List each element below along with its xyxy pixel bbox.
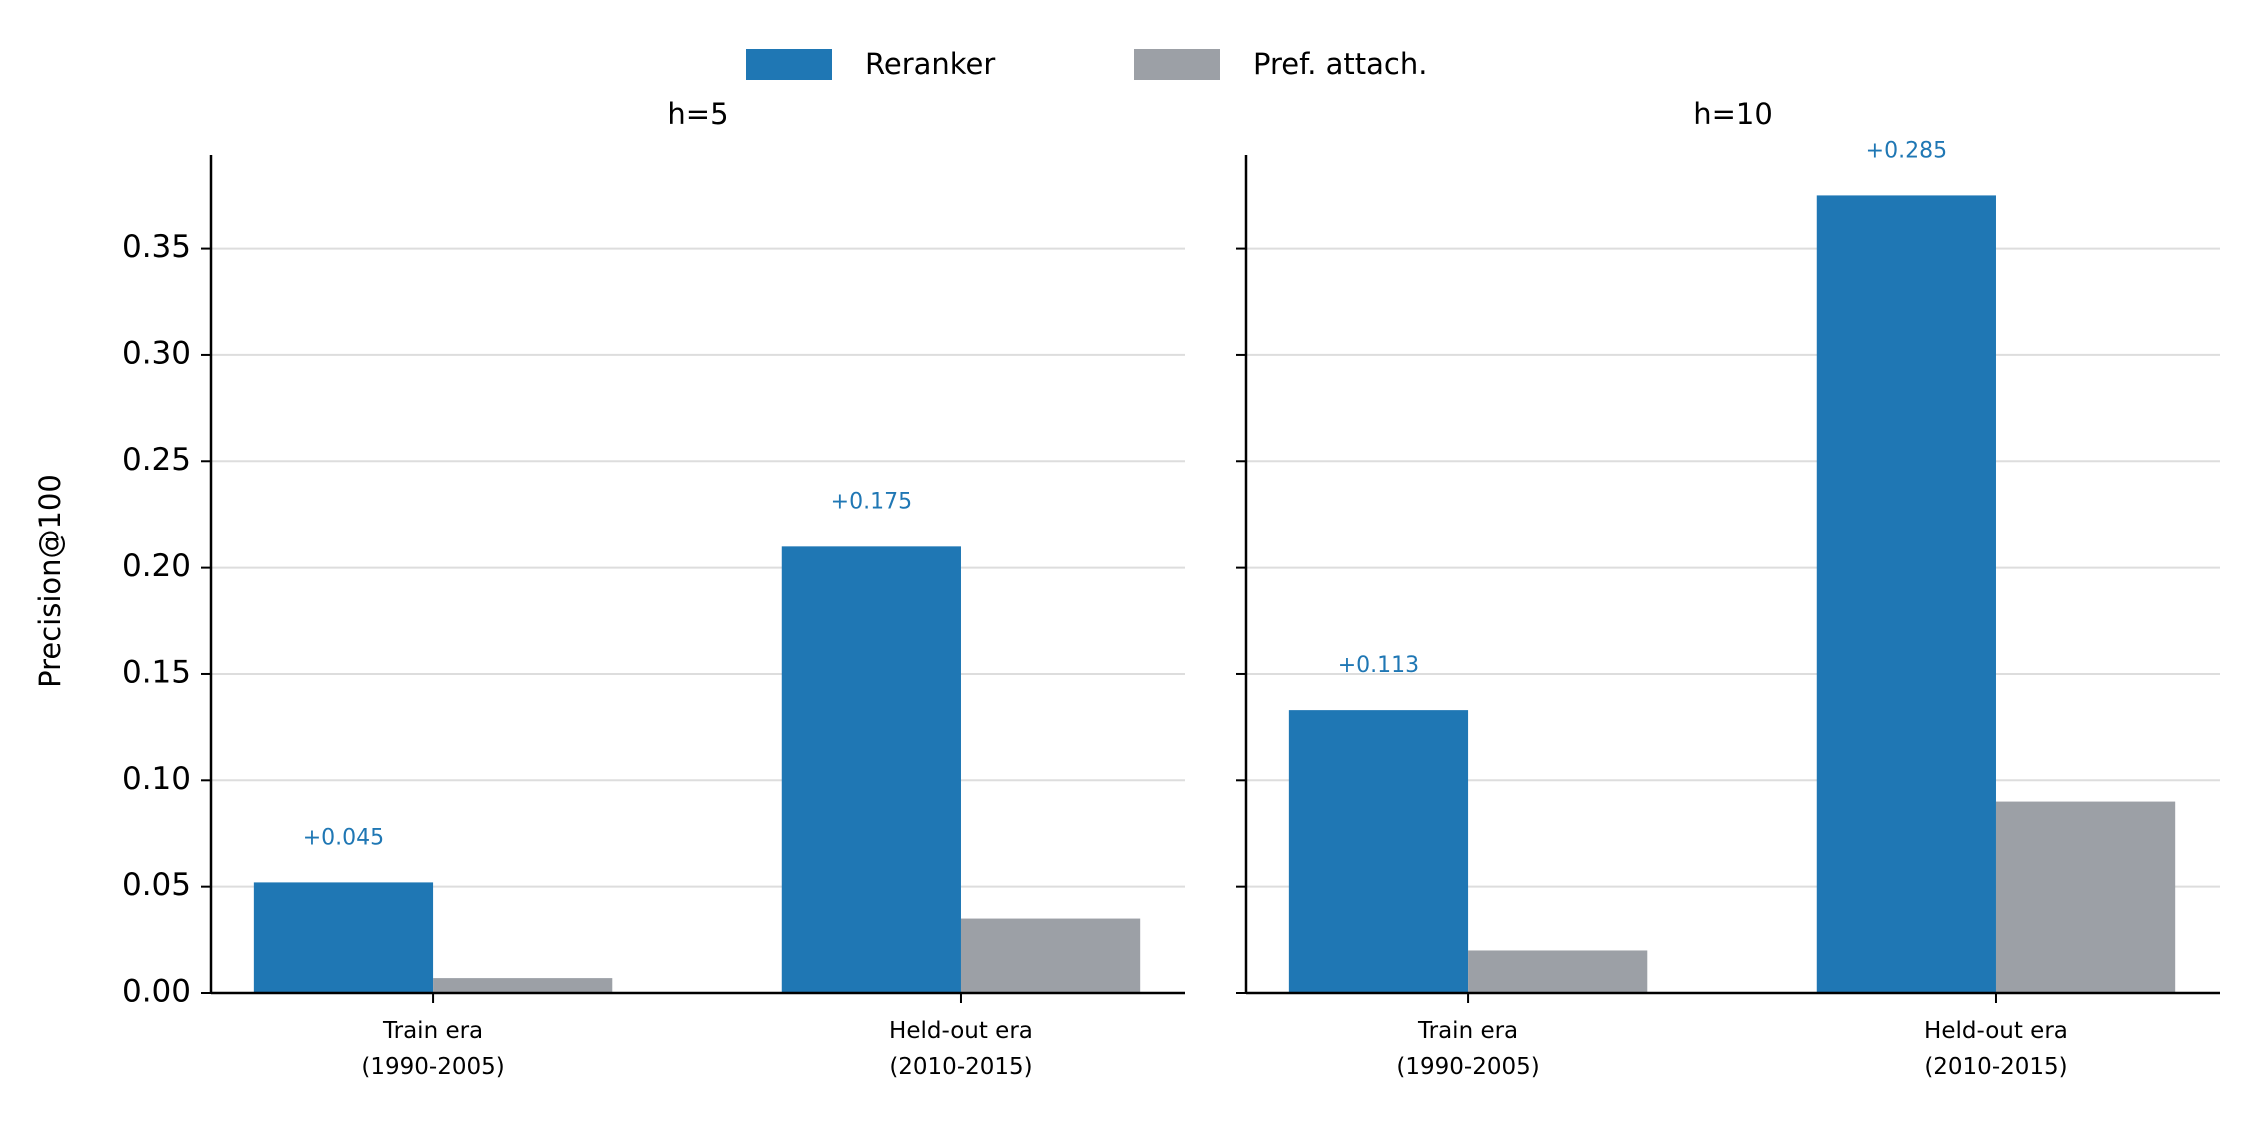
x-tick-label: Held-out era (2010-2015) xyxy=(1924,1018,2068,1080)
bar xyxy=(781,546,961,993)
delta-annotation: +0.175 xyxy=(831,489,912,514)
y-tick-label: 0.05 xyxy=(122,867,191,903)
bar xyxy=(1995,801,2176,993)
subplot-title: h=10 xyxy=(1693,97,1773,131)
y-axis-label: Precision@100 xyxy=(33,474,67,688)
y-tick-label: 0.15 xyxy=(122,654,191,690)
y-tick-label: 0.35 xyxy=(122,229,191,265)
x-tick-label: Held-out era (2010-2015) xyxy=(889,1018,1033,1080)
legend-swatch xyxy=(1134,49,1220,80)
bar xyxy=(1468,950,1648,993)
legend-swatch xyxy=(746,49,832,80)
subplot-title: h=5 xyxy=(667,97,728,131)
bar xyxy=(433,978,613,993)
legend-label: Pref. attach. xyxy=(1253,47,1427,81)
delta-annotation: +0.045 xyxy=(303,825,384,850)
legend-label: Reranker xyxy=(865,47,995,81)
x-tick-label: Train era (1990-2005) xyxy=(1396,1018,1540,1080)
y-tick-label: 0.30 xyxy=(122,335,191,371)
y-tick-label: 0.25 xyxy=(122,442,191,478)
y-tick-label: 0.00 xyxy=(122,974,191,1010)
delta-annotation: +0.285 xyxy=(1866,138,1947,163)
bar xyxy=(1288,710,1469,993)
y-tick-label: 0.20 xyxy=(122,548,191,584)
x-tick-label: Train era (1990-2005) xyxy=(361,1018,505,1080)
y-tick-label: 0.10 xyxy=(122,761,191,797)
bar xyxy=(960,918,1141,993)
bar xyxy=(1816,195,1996,994)
delta-annotation: +0.113 xyxy=(1338,653,1419,678)
bar xyxy=(253,882,434,993)
